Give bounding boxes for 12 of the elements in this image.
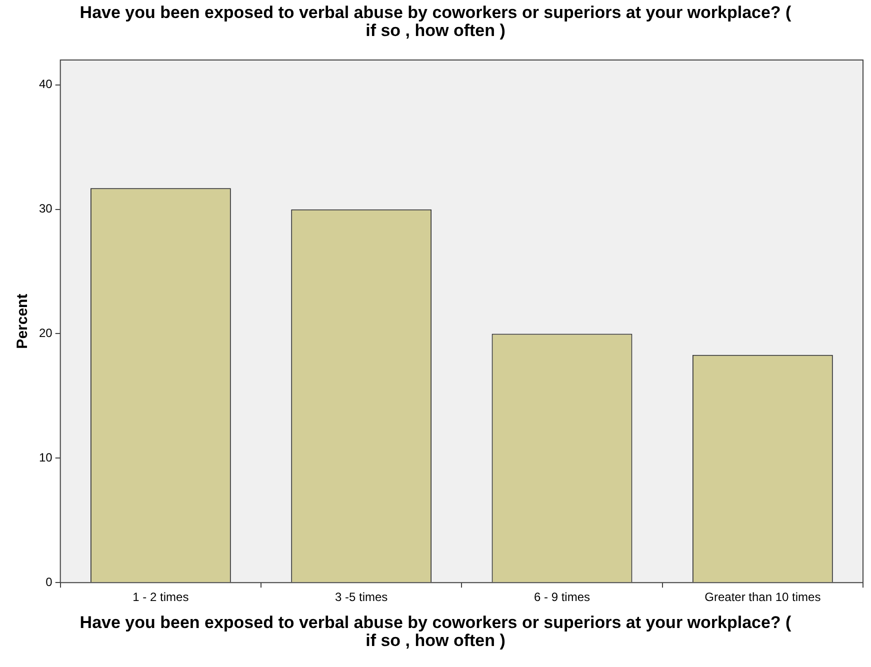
y-tick-label: 20 [38,326,53,340]
y-tick-label: 10 [38,450,53,464]
chart-title: Have you been exposed to verbal abuse by coworkers or superiors at your workplace? ( if so , how often ) [78,2,792,42]
y-tick-label: 0 [46,574,53,589]
x-axis-title: Have you been exposed to verbal abuse by coworkers or superiors at your workplace? ( if so , how often ) [78,612,792,650]
y-axis-title: Percent [14,294,32,349]
y-tick-label: 40 [38,77,53,92]
x-tick-label: 6 - 9 times [534,590,590,604]
x-tick-label: 3 -5 times [335,590,388,604]
x-tick-label: 1 - 2 times [132,590,189,604]
x-tick-label: Greater than 10 times [704,590,821,604]
y-tick-label: 30 [38,202,53,216]
